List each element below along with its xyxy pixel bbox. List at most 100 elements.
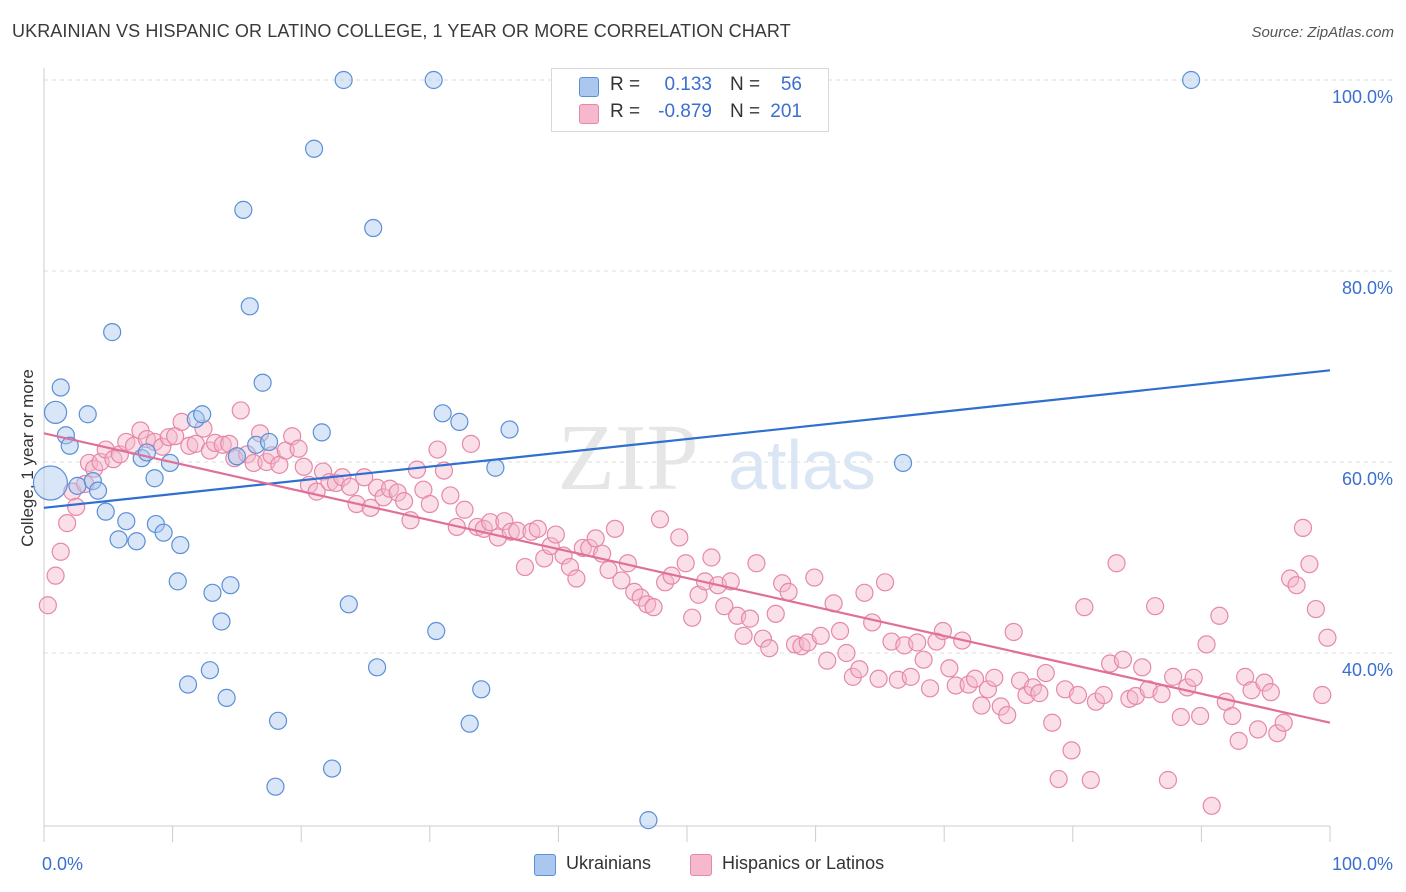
hispanic-point xyxy=(946,676,965,695)
hispanic-point xyxy=(1075,598,1094,617)
ukrainians-trend-line xyxy=(43,369,1331,509)
ukrainian-point xyxy=(83,472,102,491)
hispanic-point xyxy=(1191,706,1210,726)
hispanic-point xyxy=(461,434,481,453)
hispanic-point xyxy=(843,667,862,686)
hispanic-point xyxy=(560,557,580,577)
hispanic-point xyxy=(495,512,514,531)
hispanic-point xyxy=(1030,684,1049,703)
hispanic-point xyxy=(747,554,766,573)
legend-swatch-hispanics xyxy=(579,104,599,124)
legend-n-value: 56 xyxy=(780,74,802,95)
hispanic-point xyxy=(455,500,474,519)
axes xyxy=(43,68,1331,842)
hispanic-point xyxy=(805,568,824,587)
hispanic-point xyxy=(740,609,760,628)
ukrainian-point xyxy=(322,759,342,778)
hispanic-point xyxy=(927,632,946,651)
ukrainian-point xyxy=(472,680,491,699)
hispanic-point xyxy=(51,542,70,561)
hispanic-point xyxy=(1248,720,1268,739)
hispanic-point xyxy=(1036,663,1055,683)
hispanic-point xyxy=(1094,685,1113,705)
hispanic-point xyxy=(850,660,869,679)
hispanic-point xyxy=(1049,769,1068,789)
hispanic-point xyxy=(481,513,500,532)
hispanic-point xyxy=(501,522,520,541)
hispanic-point xyxy=(985,668,1004,687)
ukrainian-point xyxy=(253,373,272,392)
hispanic-point xyxy=(1210,606,1229,625)
hispanic-point xyxy=(1229,731,1248,750)
hispanic-point xyxy=(650,510,670,529)
ukrainian-point xyxy=(240,297,259,316)
hispanic-point xyxy=(901,667,920,686)
hispanic-point xyxy=(863,613,882,632)
y-tick-label: 100.0% xyxy=(1332,87,1393,107)
hispanic-point xyxy=(1171,707,1190,727)
ukrainian-point xyxy=(339,595,358,614)
hispanic-point xyxy=(289,439,308,458)
ukrainian-point xyxy=(367,658,387,677)
ukrainian-point xyxy=(424,70,443,90)
hispanic-point xyxy=(978,680,998,699)
y-tick-label: 80.0% xyxy=(1342,278,1393,298)
hispanics-trend-line xyxy=(43,432,1331,724)
ukrainian-point xyxy=(78,405,97,424)
y-tick-label: 60.0% xyxy=(1342,469,1393,489)
watermark-zip: ZIP xyxy=(558,406,699,510)
hispanic-point xyxy=(262,446,281,465)
hispanic-point xyxy=(1158,770,1178,790)
bottom-legend-label: Hispanics or Latinos xyxy=(722,853,885,873)
hispanic-point xyxy=(1281,569,1300,588)
ukrainian-point xyxy=(60,436,79,455)
hispanic-point xyxy=(313,462,333,481)
hispanic-point xyxy=(1107,554,1126,573)
hispanic-point xyxy=(1197,635,1216,654)
hispanic-point xyxy=(612,571,631,590)
hispanic-point xyxy=(1068,685,1088,705)
hispanic-point xyxy=(855,583,874,602)
ukrainian-point xyxy=(103,323,122,342)
hispanic-point xyxy=(1313,685,1332,705)
ukrainian-point xyxy=(145,469,164,488)
chart-title: UKRAINIAN VS HISPANIC OR LATINO COLLEGE,… xyxy=(12,21,791,41)
hispanic-point xyxy=(1274,713,1293,732)
watermark-atlas: atlas xyxy=(728,426,876,504)
hispanic-point xyxy=(779,582,798,601)
hispanic-point xyxy=(683,608,702,627)
ukrainian-point xyxy=(266,777,285,796)
hispanic-point xyxy=(428,440,447,459)
hispanic-point xyxy=(244,453,263,473)
hispanic-point xyxy=(940,659,959,678)
hispanic-point xyxy=(1113,650,1133,669)
legend-n-value: 201 xyxy=(770,101,802,122)
hispanic-point xyxy=(1287,576,1306,595)
legend-row-ukrainians: R = 0.133 N = 56 xyxy=(552,74,828,100)
ukrainian-point xyxy=(312,423,331,442)
hispanic-point xyxy=(67,497,86,516)
ukrainian-point xyxy=(450,412,469,431)
hispanic-point xyxy=(420,494,439,514)
tick-labels: 100.0% 80.0% 60.0% 40.0% 0.0% 100.0% xyxy=(42,87,1393,874)
hispanic-point xyxy=(213,435,232,454)
hispanic-point xyxy=(58,514,77,533)
ukrainian-point xyxy=(268,711,288,730)
ukrainian-point xyxy=(234,200,253,219)
ukrainian-point xyxy=(178,675,198,694)
ukrainian-point xyxy=(500,420,519,439)
hispanic-point xyxy=(172,412,191,431)
legend-r-label: R = xyxy=(610,74,641,95)
hispanic-point xyxy=(46,566,65,585)
hispanic-point xyxy=(546,525,565,544)
hispanic-point xyxy=(367,478,387,497)
ukrainian-point xyxy=(364,218,383,238)
hispanic-point xyxy=(180,436,199,455)
ukrainian-point xyxy=(68,476,87,495)
hispanic-point xyxy=(194,419,213,438)
hispanic-point xyxy=(1255,673,1274,692)
legend-swatch-ukrainians xyxy=(579,77,599,97)
hispanic-point xyxy=(1164,667,1183,686)
bottom-legend-swatch-hispanics xyxy=(690,854,712,876)
